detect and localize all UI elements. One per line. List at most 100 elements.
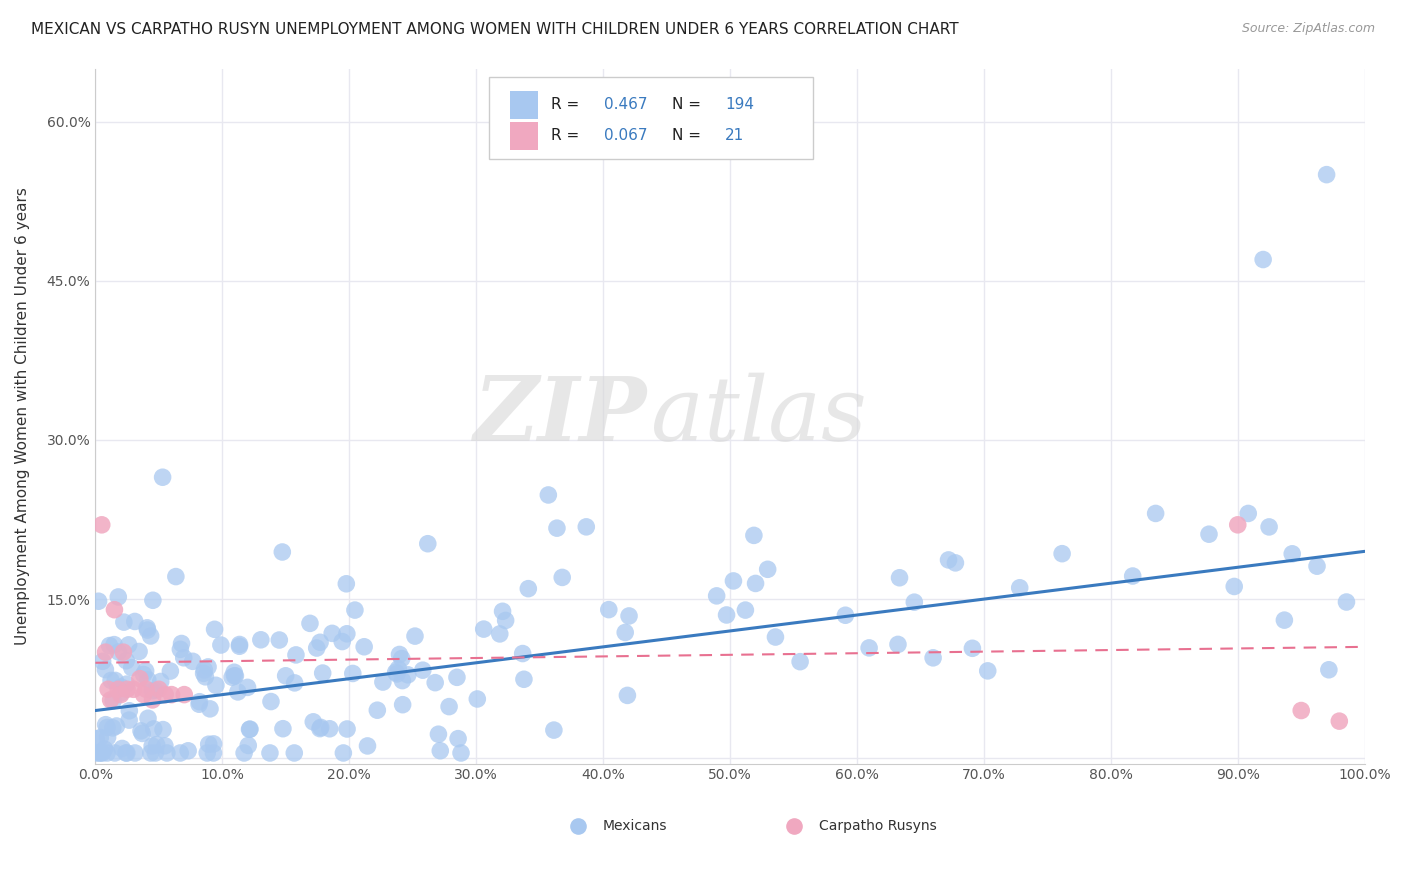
Point bbox=[1316, 168, 1339, 182]
Point bbox=[141, 684, 163, 698]
Point bbox=[110, 680, 132, 694]
Point bbox=[513, 673, 536, 687]
Point bbox=[575, 520, 598, 534]
Point bbox=[465, 692, 488, 706]
Point bbox=[1237, 507, 1260, 521]
Point bbox=[124, 746, 146, 760]
Point bbox=[103, 603, 125, 617]
Point bbox=[121, 660, 143, 674]
Point bbox=[117, 638, 139, 652]
Point bbox=[938, 553, 960, 567]
Text: 0.067: 0.067 bbox=[605, 128, 648, 144]
Point bbox=[236, 681, 259, 695]
Point bbox=[756, 562, 779, 576]
Point bbox=[447, 731, 470, 746]
Point bbox=[427, 727, 450, 741]
Text: Carpatho Rusyns: Carpatho Rusyns bbox=[818, 819, 936, 833]
Point bbox=[945, 556, 967, 570]
Point bbox=[1198, 527, 1220, 541]
Point bbox=[567, 847, 589, 861]
Point bbox=[977, 664, 1000, 678]
Point bbox=[271, 722, 294, 736]
Point bbox=[1306, 559, 1329, 574]
Point bbox=[142, 593, 165, 607]
Point bbox=[94, 645, 117, 659]
Point bbox=[141, 693, 163, 707]
Point bbox=[1258, 520, 1281, 534]
Point bbox=[107, 682, 129, 697]
Point bbox=[224, 669, 246, 683]
Point bbox=[94, 663, 117, 677]
Point bbox=[100, 673, 122, 688]
Point bbox=[111, 741, 134, 756]
Point bbox=[283, 746, 305, 760]
Point bbox=[105, 719, 128, 733]
Point bbox=[159, 664, 181, 678]
Point bbox=[115, 746, 138, 760]
Point bbox=[388, 648, 411, 662]
Point bbox=[962, 641, 984, 656]
Point bbox=[617, 609, 640, 624]
Point bbox=[155, 688, 177, 702]
Point bbox=[309, 635, 332, 649]
Point bbox=[136, 711, 159, 725]
Point bbox=[396, 668, 419, 682]
Text: 0.467: 0.467 bbox=[605, 97, 648, 112]
Text: Mexicans: Mexicans bbox=[603, 819, 668, 833]
Point bbox=[181, 654, 204, 668]
Point bbox=[387, 662, 409, 676]
Point bbox=[238, 723, 260, 737]
Point bbox=[614, 625, 637, 640]
Point bbox=[269, 633, 291, 648]
Point bbox=[385, 667, 408, 681]
Point bbox=[858, 640, 880, 655]
Text: R =: R = bbox=[551, 128, 585, 144]
Point bbox=[551, 570, 574, 584]
Point bbox=[141, 739, 163, 753]
Text: ZIP: ZIP bbox=[474, 373, 648, 459]
Point bbox=[90, 517, 112, 532]
Point bbox=[716, 607, 738, 622]
Point bbox=[425, 675, 447, 690]
Point bbox=[491, 604, 513, 618]
Point bbox=[312, 666, 335, 681]
Point bbox=[100, 693, 122, 707]
Point bbox=[356, 739, 378, 753]
Point bbox=[97, 731, 120, 745]
Point bbox=[122, 682, 145, 697]
Point bbox=[226, 685, 249, 699]
Point bbox=[238, 739, 260, 753]
Bar bbox=[510, 122, 538, 150]
Text: R =: R = bbox=[551, 97, 585, 112]
Point bbox=[115, 682, 138, 697]
Point bbox=[136, 623, 159, 637]
Point bbox=[132, 688, 155, 702]
Point bbox=[834, 608, 856, 623]
Point bbox=[118, 704, 141, 718]
Point bbox=[135, 664, 157, 678]
Point bbox=[765, 630, 787, 644]
Point bbox=[205, 678, 228, 692]
Point bbox=[91, 746, 114, 760]
Point bbox=[107, 645, 129, 659]
Point bbox=[128, 672, 150, 686]
Point bbox=[89, 746, 111, 760]
Point bbox=[744, 576, 766, 591]
Point bbox=[404, 629, 426, 643]
Point bbox=[353, 640, 375, 654]
Point bbox=[94, 717, 117, 731]
Point bbox=[302, 714, 325, 729]
Point bbox=[124, 615, 146, 629]
Point bbox=[343, 603, 366, 617]
Point bbox=[98, 639, 121, 653]
Point bbox=[318, 722, 340, 736]
Text: 21: 21 bbox=[725, 128, 744, 144]
Point bbox=[96, 721, 118, 735]
Point bbox=[305, 640, 328, 655]
Point bbox=[87, 594, 110, 608]
Point bbox=[488, 627, 510, 641]
Point bbox=[429, 744, 451, 758]
Point bbox=[546, 521, 568, 535]
Point bbox=[1144, 507, 1167, 521]
Point bbox=[156, 746, 179, 760]
